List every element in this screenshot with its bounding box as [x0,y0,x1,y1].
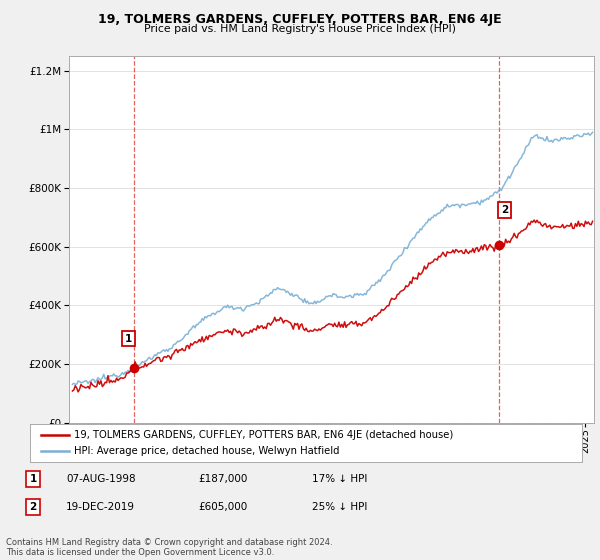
Text: Price paid vs. HM Land Registry's House Price Index (HPI): Price paid vs. HM Land Registry's House … [144,24,456,34]
Text: 1: 1 [29,474,37,484]
Text: 19-DEC-2019: 19-DEC-2019 [66,502,135,512]
Text: 19, TOLMERS GARDENS, CUFFLEY, POTTERS BAR, EN6 4JE: 19, TOLMERS GARDENS, CUFFLEY, POTTERS BA… [98,13,502,26]
Text: 07-AUG-1998: 07-AUG-1998 [66,474,136,484]
Text: 25% ↓ HPI: 25% ↓ HPI [312,502,367,512]
Text: 19, TOLMERS GARDENS, CUFFLEY, POTTERS BAR, EN6 4JE (detached house): 19, TOLMERS GARDENS, CUFFLEY, POTTERS BA… [74,430,454,440]
Text: HPI: Average price, detached house, Welwyn Hatfield: HPI: Average price, detached house, Welw… [74,446,340,456]
Text: £187,000: £187,000 [198,474,247,484]
Text: £605,000: £605,000 [198,502,247,512]
Text: 1: 1 [125,334,132,344]
Text: 17% ↓ HPI: 17% ↓ HPI [312,474,367,484]
Text: Contains HM Land Registry data © Crown copyright and database right 2024.
This d: Contains HM Land Registry data © Crown c… [6,538,332,557]
Text: 2: 2 [29,502,37,512]
Text: 2: 2 [501,205,508,215]
